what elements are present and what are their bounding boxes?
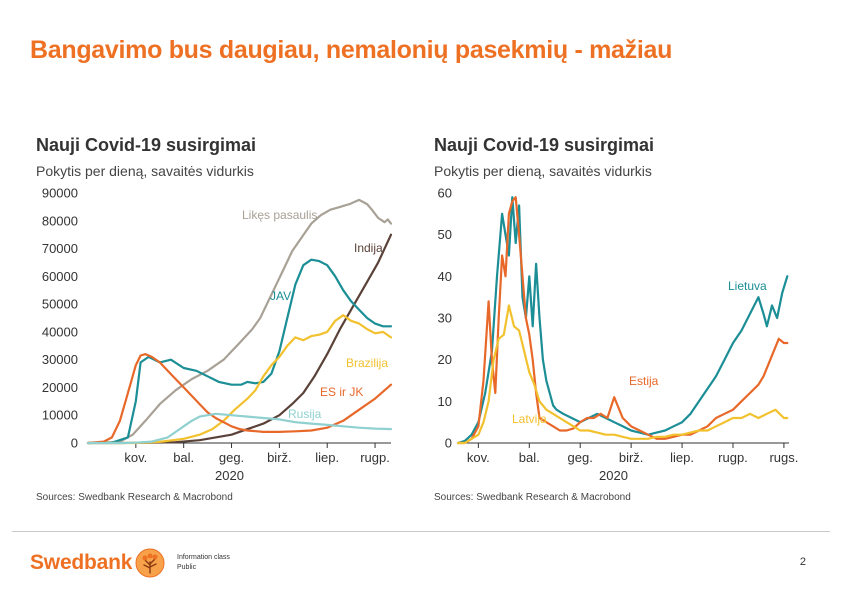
legend-label: Brazilija [346,356,388,370]
x-tick-label: rugp. [718,450,748,465]
chart-plot-baltics: 0 10 20 30 40 50 60 kov. bal. geg. birž. liep. rugp.… [438,186,799,484]
legend-label: Rusija [288,407,322,421]
information-class-label: Information class [177,554,230,561]
series-line-rusija [86,412,393,445]
x-axis-title: 2020 [599,468,628,483]
x-tick-label: geg. [219,450,244,465]
legend-label: Estija [629,374,659,388]
legend-label: ES ir JK [320,385,363,399]
chart-source: Sources: Swedbank Research & Macrobond [36,492,233,503]
x-tick-label: birž. [619,450,644,465]
information-class: Information class Public [177,553,230,573]
x-tick-label: rugs. [769,450,798,465]
legend-label: Latvija [512,412,547,426]
chart-subtitle: Pokytis per dieną, savaitės vidurkis [36,163,254,179]
y-tick-label: 40 [438,269,452,284]
y-tick-label: 20000 [42,380,78,395]
y-tick-label: 0 [445,436,452,451]
y-tick-label: 60000 [42,269,78,284]
y-tick-label: 10000 [42,408,78,423]
legend-label: JAV [270,289,291,303]
x-tick-label: birž. [267,450,292,465]
x-axis-title: 2020 [215,468,244,483]
y-tick-label: 50 [438,227,452,242]
x-tick-label: rugp. [360,450,390,465]
legend-label: Likęs pasaulis [242,208,317,222]
y-tick-label: 40000 [42,324,78,339]
brand-name: Swedbank [30,551,133,574]
y-tick-label: 50000 [42,297,78,312]
y-tick-label: 60 [438,186,452,201]
slide-title: Bangavimo bus daugiau, nemalonių pasekmi… [30,36,673,64]
y-tick-label: 30 [438,311,452,326]
series-line-es-ir-jk [86,353,393,445]
y-tick-label: 80000 [42,213,78,228]
x-tick-label: bal. [519,450,540,465]
chart-title: Nauji Covid-19 susirgimai [36,135,257,155]
series-line-likęs-pasaulis [86,198,393,445]
x-tick-label: liep. [315,450,339,465]
chart-plot-world: 0 10000 20000 30000 40000 50000 60000 70000 8000… [42,186,393,483]
series-line-jav [86,258,393,445]
y-tick-label: 10 [438,394,452,409]
swedbank-tree-icon [135,548,165,578]
x-tick-label: kov. [124,450,147,465]
x-tick-label: kov. [467,450,490,465]
series-line-latvija [456,304,789,445]
x-tick-label: bal. [173,450,194,465]
information-class-value: Public [177,564,197,571]
x-tick-label: liep. [670,450,694,465]
y-tick-label: 0 [71,436,78,451]
y-tick-label: 20 [438,352,452,367]
chart-subtitle: Pokytis per dieną, savaitės vidurkis [434,163,652,179]
y-tick-label: 30000 [42,352,78,367]
x-tick-label: geg. [568,450,593,465]
y-tick-label: 70000 [42,241,78,256]
legend-label: Indija [354,241,383,255]
y-tick-label: 90000 [42,186,78,201]
page-number: 2 [799,556,806,568]
legend-label: Lietuva [728,279,767,293]
series-line-estija [456,196,789,445]
chart-title: Nauji Covid-19 susirgimai [434,135,655,155]
brand-logo: Swedbank [30,548,165,578]
series-line-brazilija [86,314,393,445]
chart-source: Sources: Swedbank Research & Macrobond [434,492,631,503]
series-line-indija [86,233,393,445]
footer-divider [12,531,830,532]
